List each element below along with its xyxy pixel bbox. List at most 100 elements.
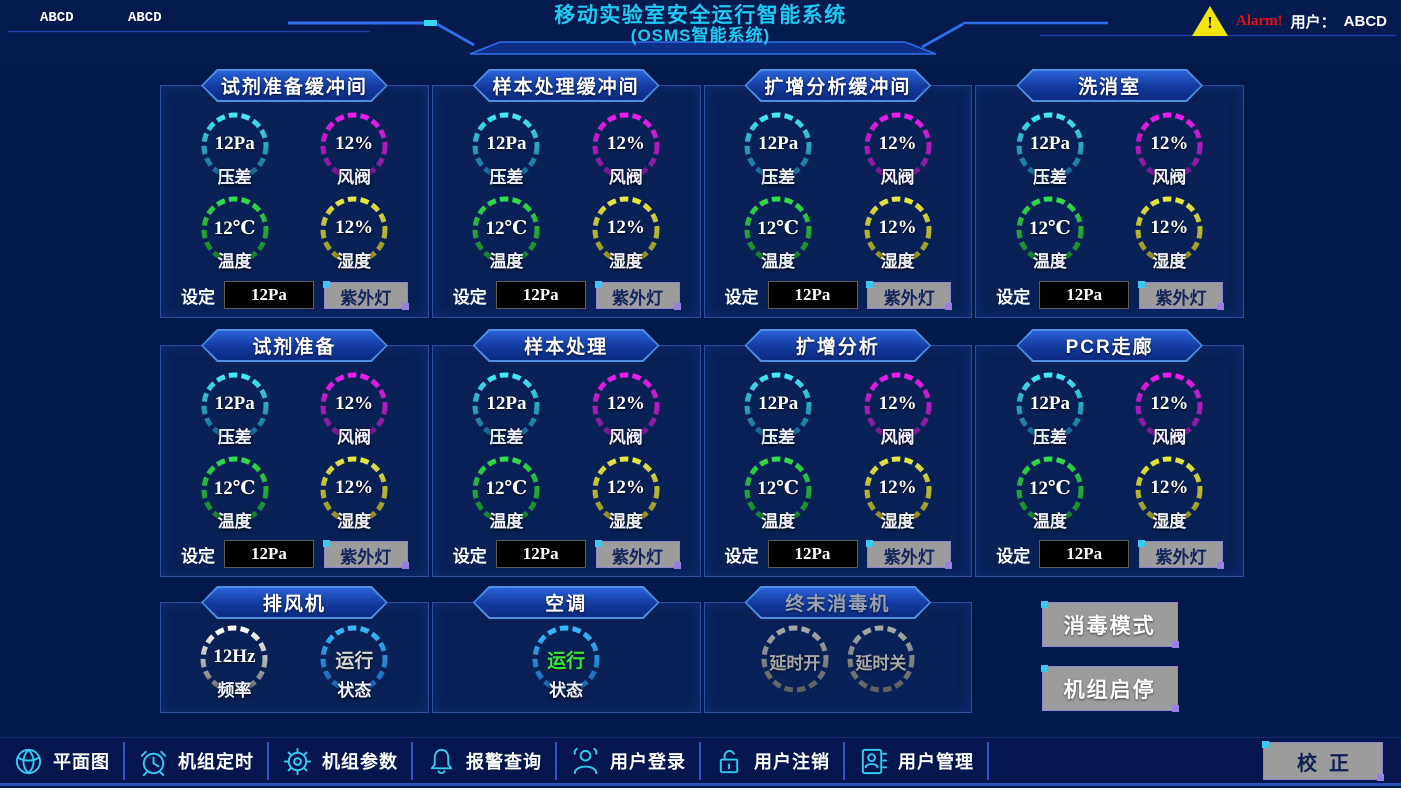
gauge-ring-icon — [1016, 196, 1084, 264]
uv-lamp-button[interactable]: 紫外灯 — [866, 539, 953, 569]
toolbar-item-用户登录[interactable]: 用户登录 — [557, 746, 699, 777]
gauge: 12℃ 温度 — [456, 456, 556, 540]
gauge: 12Pa 压差 — [728, 112, 828, 196]
gauge-value: 12% — [1150, 393, 1189, 414]
setpoint-input[interactable] — [224, 281, 314, 309]
setpoint-label: 设定 — [724, 546, 759, 566]
uv-lamp-button[interactable]: 紫外灯 — [594, 280, 681, 310]
gauge-grid: 12Pa 压差 12% 风阀 12℃ 温度 — [976, 346, 1243, 540]
uv-lamp-button[interactable]: 紫外灯 — [594, 539, 681, 569]
panel-title-banner: 样本处理缓冲间 — [473, 69, 660, 102]
gauge-label: 湿度 — [608, 252, 643, 271]
gauge: 12℃ 温度 — [1000, 196, 1100, 280]
gauge: 12% 湿度 — [1119, 456, 1219, 540]
panel-title-banner: 扩增分析缓冲间 — [745, 69, 932, 102]
gauge: 12℃ 温度 — [728, 196, 828, 280]
setpoint-input[interactable] — [224, 540, 314, 568]
toolbar-item-平面图[interactable]: 平面图 — [0, 746, 123, 777]
toolbar-item-报警查询[interactable]: 报警查询 — [413, 746, 555, 777]
user-value: ABCD — [1343, 12, 1387, 30]
panel-title: 试剂准备 — [252, 337, 337, 358]
toolbar-separator — [267, 742, 269, 780]
gauge-ring-icon — [201, 112, 269, 180]
setpoint-label: 设定 — [181, 287, 215, 307]
gauge: 12% 湿度 — [304, 456, 404, 540]
gauge-value: 12% — [606, 217, 645, 238]
setpoint-input[interactable] — [495, 281, 586, 309]
gauge-value: 12% — [1150, 477, 1189, 498]
disinfect-mode-button[interactable]: 消毒模式 — [1040, 601, 1179, 648]
calibrate-button[interactable]: 校正 — [1262, 741, 1384, 781]
gauge-value: 运行 — [335, 651, 374, 672]
gauge-label: 湿度 — [337, 512, 372, 531]
buffer-rooms-row: 试剂准备缓冲间 12Pa 压差 12% 风阀 — [160, 85, 1244, 318]
gauge-ring-icon — [472, 196, 540, 264]
gauge-value: 延时开 — [769, 654, 821, 673]
toolbar-separator — [843, 742, 845, 780]
gauge-value: 12% — [878, 477, 917, 498]
gauge-label: 状态 — [337, 681, 372, 700]
setpoint-input[interactable] — [1039, 540, 1130, 568]
gauge-ring-icon — [864, 112, 932, 180]
gauge-ring-icon — [201, 372, 269, 440]
gauge-grid: 12Pa 压差 12% 风阀 12℃ 温度 — [161, 86, 428, 280]
gauge-row: 12Hz 频率 运行 状态 — [161, 603, 428, 709]
gauge: 12Pa 压差 — [456, 112, 556, 196]
toolbar-item-机组定时[interactable]: 机组定时 — [125, 746, 267, 777]
uv-lamp-button[interactable]: 紫外灯 — [322, 280, 409, 310]
gauge-label: 温度 — [217, 512, 252, 531]
toolbar-item-用户注销[interactable]: 用户注销 — [701, 746, 843, 777]
work-rooms-row: 试剂准备 12Pa 压差 12% 风阀 — [160, 345, 1244, 577]
gauge-ring-icon — [1135, 112, 1203, 180]
panel-title: 洗消室 — [1078, 77, 1142, 98]
gauge-label: 湿度 — [1152, 252, 1187, 271]
uv-lamp-button[interactable]: 紫外灯 — [322, 539, 409, 569]
gauge-label: 温度 — [1032, 512, 1067, 531]
gauge-ring-icon — [744, 112, 812, 180]
gauge-label: 压差 — [761, 168, 796, 187]
toolbar-separator — [123, 742, 125, 780]
gauge-label: 湿度 — [880, 512, 915, 531]
gauge-ring-icon — [472, 372, 540, 440]
user-manage-icon — [858, 746, 889, 777]
setpoint-input[interactable] — [767, 281, 858, 309]
gauge-ring-icon — [201, 456, 269, 524]
panel-title: 终末消毒机 — [785, 594, 891, 615]
panel-title-banner: 试剂准备缓冲间 — [201, 69, 388, 102]
setpoint-label: 设定 — [724, 287, 759, 307]
setpoint-input[interactable] — [495, 540, 586, 568]
bottom-toolbar: 平面图 机组定时 机组参数 报警查询 用户登录 用户注销 用户管理 校正 — [0, 737, 1401, 784]
gauge-value: 12℃ — [485, 218, 528, 239]
bottom-accent-strip — [0, 783, 1401, 786]
gauge-ring-icon — [320, 196, 388, 264]
uv-lamp-button[interactable]: 紫外灯 — [866, 280, 953, 310]
gauge-ring-icon — [592, 196, 660, 264]
uv-lamp-button[interactable]: 紫外灯 — [1138, 280, 1224, 310]
setpoint-label: 设定 — [996, 287, 1031, 307]
toolbar-item-机组参数[interactable]: 机组参数 — [269, 746, 411, 777]
gauge: 12% 风阀 — [576, 112, 676, 196]
gauge-value: 12℃ — [1029, 218, 1071, 239]
nav-label-1[interactable]: ABCD — [40, 10, 74, 26]
gauge-grid: 12Pa 压差 12% 风阀 12℃ 温度 — [705, 346, 972, 540]
gauge-label: 温度 — [489, 252, 524, 271]
user-label: 用户： — [1290, 13, 1336, 31]
panel-title-banner: 扩增分析 — [745, 329, 932, 362]
gauge-grid: 12Pa 压差 12% 风阀 12℃ 温度 — [433, 346, 700, 540]
gauge-ring-icon — [864, 456, 932, 524]
setpoint-input[interactable] — [767, 540, 858, 568]
gauge-label: 频率 — [217, 681, 252, 700]
panel-title-banner: 排风机 — [201, 586, 388, 619]
gauge: 12% 湿度 — [1119, 196, 1219, 280]
gauge: 运行 状态 — [524, 625, 608, 709]
bell-icon — [426, 746, 457, 777]
gauge-value: 12% — [335, 393, 374, 414]
gauge-label: 压差 — [761, 428, 796, 447]
uv-lamp-button[interactable]: 紫外灯 — [1138, 539, 1224, 569]
unit-start-stop-button[interactable]: 机组启停 — [1040, 665, 1179, 712]
nav-label-2[interactable]: ABCD — [128, 10, 162, 26]
gauge-value: 12℃ — [213, 218, 256, 239]
setpoint-input[interactable] — [1039, 281, 1130, 309]
toolbar-item-用户管理[interactable]: 用户管理 — [845, 746, 987, 777]
gauge-row: 延时开 延时关 — [705, 603, 972, 709]
